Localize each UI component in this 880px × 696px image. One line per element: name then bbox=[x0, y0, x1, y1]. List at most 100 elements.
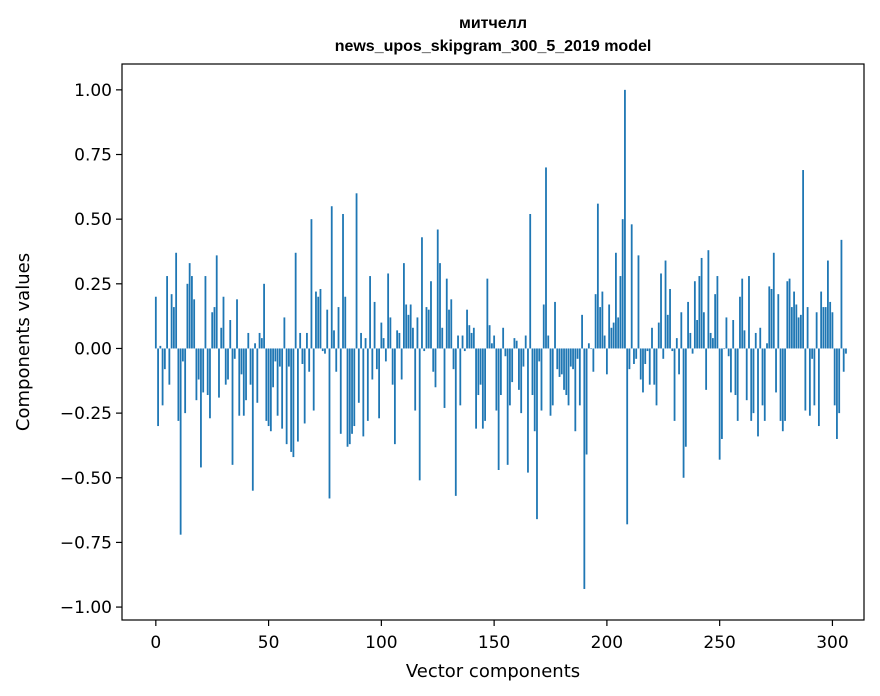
bar bbox=[186, 283, 189, 349]
bar bbox=[161, 348, 164, 406]
bar bbox=[612, 322, 615, 349]
bar bbox=[635, 348, 638, 359]
bar bbox=[197, 348, 200, 380]
bar bbox=[786, 281, 789, 349]
bar bbox=[457, 335, 459, 349]
y-tick-label: −0.75 bbox=[60, 533, 112, 553]
bar bbox=[409, 304, 412, 349]
bar bbox=[445, 278, 448, 349]
bar bbox=[452, 348, 455, 370]
bar bbox=[375, 348, 378, 370]
bar bbox=[813, 348, 816, 406]
bar bbox=[366, 348, 369, 421]
bar bbox=[547, 335, 550, 349]
bar bbox=[486, 278, 489, 349]
bar bbox=[702, 312, 705, 349]
bar bbox=[200, 348, 202, 468]
bar bbox=[610, 327, 613, 349]
bar bbox=[524, 335, 527, 349]
bar bbox=[653, 348, 656, 385]
bar bbox=[748, 276, 750, 349]
bar bbox=[572, 348, 574, 370]
bar bbox=[831, 312, 834, 349]
bar bbox=[224, 348, 227, 385]
bar bbox=[382, 338, 385, 349]
bar bbox=[287, 348, 290, 367]
bar bbox=[752, 348, 755, 414]
bar bbox=[412, 327, 414, 349]
bar bbox=[166, 276, 168, 349]
bar bbox=[761, 348, 764, 406]
bar bbox=[551, 348, 554, 406]
bar bbox=[592, 348, 595, 372]
bar bbox=[533, 348, 536, 432]
bar bbox=[306, 332, 308, 349]
bar bbox=[380, 322, 383, 349]
bar bbox=[389, 317, 392, 349]
bar bbox=[781, 348, 784, 432]
bar bbox=[391, 348, 394, 385]
bar bbox=[398, 332, 401, 349]
bar bbox=[439, 263, 441, 349]
y-tick-label: 0.50 bbox=[74, 210, 112, 230]
bar bbox=[522, 348, 525, 367]
bar bbox=[684, 348, 687, 447]
bar bbox=[565, 348, 568, 396]
bar bbox=[806, 307, 809, 349]
bar bbox=[371, 348, 374, 380]
bar bbox=[506, 348, 509, 465]
bar bbox=[811, 348, 814, 359]
bar bbox=[605, 348, 608, 375]
bar bbox=[630, 224, 633, 349]
bar bbox=[529, 213, 532, 349]
bar bbox=[587, 343, 590, 349]
bar bbox=[206, 348, 209, 396]
bar bbox=[421, 237, 423, 349]
bar bbox=[633, 348, 635, 364]
y-axis-ticks: −1.00 −0.75 −0.50 −0.25 0.00 0.25 0.50 0.75 1.00 bbox=[60, 81, 122, 618]
bar bbox=[249, 348, 252, 385]
bar bbox=[655, 348, 658, 406]
bar bbox=[845, 348, 847, 354]
bar bbox=[330, 206, 333, 349]
bar bbox=[840, 239, 843, 349]
bar bbox=[157, 348, 159, 427]
bar bbox=[353, 348, 356, 427]
bar bbox=[495, 348, 498, 411]
bar bbox=[709, 332, 712, 349]
bar bbox=[578, 348, 581, 406]
bar bbox=[628, 348, 631, 370]
bar bbox=[542, 304, 545, 349]
bar bbox=[477, 348, 480, 396]
bar bbox=[513, 338, 516, 349]
plot-area-frame bbox=[121, 63, 865, 621]
bar bbox=[339, 348, 342, 434]
bar bbox=[245, 348, 247, 401]
bar bbox=[569, 348, 572, 367]
bar bbox=[215, 255, 218, 349]
bar bbox=[342, 213, 344, 349]
bar bbox=[693, 281, 696, 349]
bar bbox=[730, 348, 732, 393]
bar bbox=[833, 348, 836, 406]
bar bbox=[666, 314, 669, 349]
bar bbox=[310, 219, 313, 349]
bar bbox=[378, 348, 380, 419]
bar bbox=[797, 317, 800, 349]
bar bbox=[671, 348, 674, 352]
bar bbox=[344, 296, 347, 349]
bar bbox=[763, 348, 766, 421]
bar bbox=[172, 307, 175, 349]
bar bbox=[563, 348, 565, 390]
bar bbox=[637, 255, 640, 349]
bar bbox=[743, 330, 746, 349]
bar bbox=[802, 170, 804, 349]
bar bbox=[824, 307, 827, 349]
bar bbox=[312, 348, 315, 411]
bar bbox=[515, 340, 518, 349]
bar bbox=[274, 348, 277, 362]
bar bbox=[624, 89, 626, 349]
bar bbox=[799, 314, 802, 349]
bar bbox=[285, 348, 288, 445]
bar bbox=[472, 327, 475, 349]
